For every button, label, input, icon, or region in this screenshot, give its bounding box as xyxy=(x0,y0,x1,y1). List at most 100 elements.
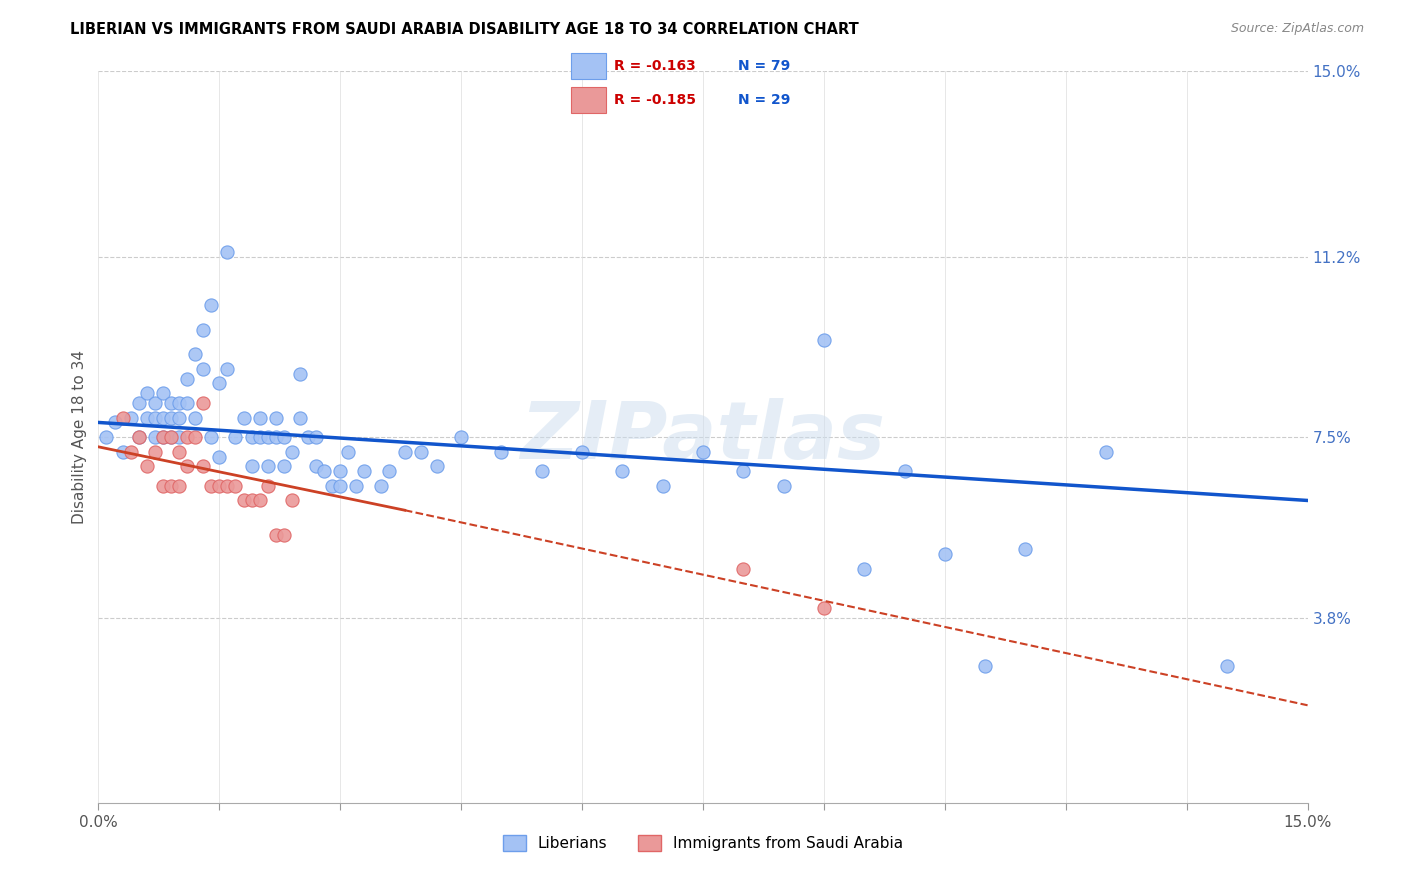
Point xyxy=(128,430,150,444)
Bar xyxy=(571,87,606,113)
Point xyxy=(200,298,222,312)
Point xyxy=(370,479,392,493)
Point xyxy=(217,244,239,259)
Point xyxy=(193,396,215,410)
Point xyxy=(353,464,375,478)
Point xyxy=(1014,542,1036,557)
Point xyxy=(176,430,198,444)
Point xyxy=(321,479,343,493)
Point xyxy=(208,479,231,493)
Point xyxy=(224,430,246,444)
Point xyxy=(772,479,794,493)
Point xyxy=(450,430,472,444)
Point xyxy=(314,464,336,478)
Text: R = -0.163: R = -0.163 xyxy=(614,59,696,73)
Point xyxy=(176,396,198,410)
Point xyxy=(264,430,287,444)
Point xyxy=(530,464,553,478)
Point xyxy=(176,371,198,385)
Point xyxy=(120,410,142,425)
Point xyxy=(974,659,997,673)
Point xyxy=(249,410,271,425)
Point xyxy=(491,444,513,458)
Text: R = -0.185: R = -0.185 xyxy=(614,93,696,107)
Point xyxy=(256,479,278,493)
Point xyxy=(329,479,352,493)
Point xyxy=(152,430,174,444)
Point xyxy=(152,386,174,401)
Point xyxy=(184,430,207,444)
Point xyxy=(240,430,263,444)
Point xyxy=(143,444,166,458)
Text: N = 29: N = 29 xyxy=(738,93,790,107)
Point xyxy=(305,430,328,444)
Point xyxy=(934,547,956,561)
Point xyxy=(160,479,183,493)
Point xyxy=(200,430,222,444)
Point xyxy=(1216,659,1239,673)
Point xyxy=(135,459,157,474)
Point xyxy=(120,444,142,458)
Point xyxy=(184,347,207,361)
Point xyxy=(264,410,287,425)
Legend: Liberians, Immigrants from Saudi Arabia: Liberians, Immigrants from Saudi Arabia xyxy=(496,830,910,857)
Point xyxy=(256,430,278,444)
Point xyxy=(128,430,150,444)
Point xyxy=(853,562,876,576)
Point xyxy=(111,444,134,458)
Point xyxy=(193,323,215,337)
Point xyxy=(152,430,174,444)
Point xyxy=(273,527,295,541)
Text: ZIPatlas: ZIPatlas xyxy=(520,398,886,476)
Point xyxy=(160,396,183,410)
Point xyxy=(217,361,239,376)
Point xyxy=(281,444,304,458)
Point xyxy=(96,430,118,444)
Point xyxy=(143,430,166,444)
Point xyxy=(256,459,278,474)
Point xyxy=(152,479,174,493)
Point xyxy=(273,459,295,474)
Point xyxy=(893,464,915,478)
Point xyxy=(394,444,416,458)
Point xyxy=(281,493,304,508)
Point xyxy=(297,430,319,444)
Point xyxy=(813,600,835,615)
Point xyxy=(224,479,246,493)
Point xyxy=(232,410,254,425)
Point xyxy=(167,410,190,425)
Text: Source: ZipAtlas.com: Source: ZipAtlas.com xyxy=(1230,22,1364,36)
Point xyxy=(208,376,231,391)
Point xyxy=(167,430,190,444)
Point xyxy=(128,396,150,410)
Point xyxy=(111,410,134,425)
Point xyxy=(612,464,634,478)
Point xyxy=(426,459,449,474)
Point xyxy=(193,361,215,376)
Point xyxy=(167,396,190,410)
Text: N = 79: N = 79 xyxy=(738,59,790,73)
Point xyxy=(184,410,207,425)
Point xyxy=(329,464,352,478)
Text: LIBERIAN VS IMMIGRANTS FROM SAUDI ARABIA DISABILITY AGE 18 TO 34 CORRELATION CHA: LIBERIAN VS IMMIGRANTS FROM SAUDI ARABIA… xyxy=(70,22,859,37)
Point xyxy=(344,479,367,493)
Point xyxy=(377,464,399,478)
Point xyxy=(692,444,714,458)
Point xyxy=(264,527,287,541)
Point xyxy=(240,459,263,474)
Point xyxy=(305,459,328,474)
Point xyxy=(249,430,271,444)
Point xyxy=(288,367,311,381)
Point xyxy=(160,410,183,425)
Point xyxy=(176,459,198,474)
Point xyxy=(337,444,360,458)
Point xyxy=(208,450,231,464)
Point xyxy=(200,479,222,493)
Point xyxy=(232,493,254,508)
Point xyxy=(135,386,157,401)
Point xyxy=(240,493,263,508)
Point xyxy=(152,410,174,425)
Point xyxy=(273,430,295,444)
Point xyxy=(135,410,157,425)
Point xyxy=(813,333,835,347)
